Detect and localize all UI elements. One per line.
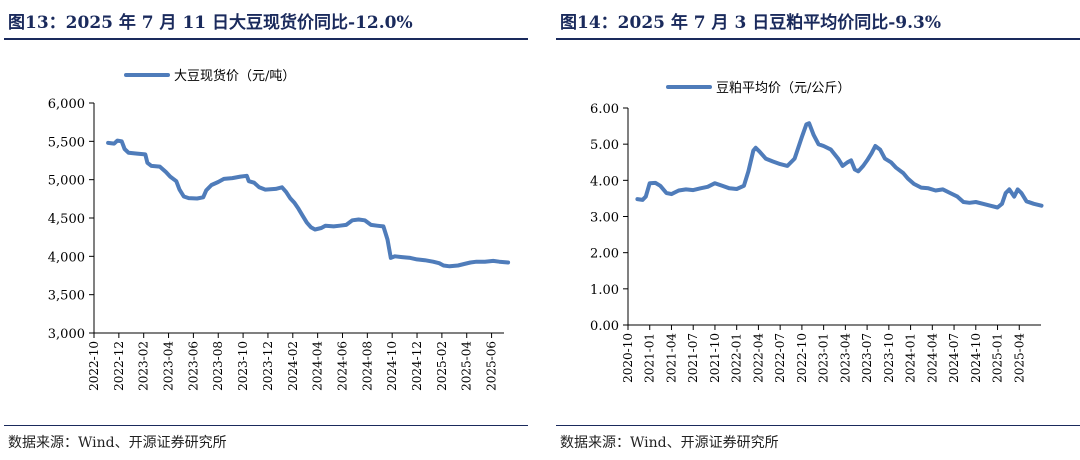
x-tick-label: 2021-04 <box>664 333 678 383</box>
x-tick-label: 2025-06 <box>485 341 499 391</box>
x-tick-label: 2024-08 <box>360 341 374 391</box>
soybean-price-chart: 3,000 3,500 4,000 4,500 5,000 5,500 6,000 2022-… <box>48 68 511 391</box>
x-tick-label: 2023-04 <box>838 333 852 383</box>
x-tick-label: 2024-10 <box>969 333 983 383</box>
source-rule <box>556 425 1080 426</box>
source-note: 数据来源：Wind、开源证券研究所 <box>8 435 227 451</box>
x-tick-label: 2022-07 <box>773 333 787 383</box>
x-tick-label: 2023-01 <box>817 333 831 383</box>
legend-label: 豆粕平均价（元/公斤） <box>716 81 850 96</box>
y-tick-label: 4,000 <box>48 250 85 265</box>
y-tick-label: 3,000 <box>48 327 85 342</box>
y-tick-label: 4.00 <box>590 174 619 189</box>
x-tick-label: 2023-07 <box>860 333 874 383</box>
y-tick-label: 5,500 <box>48 135 85 150</box>
x-tick-label: 2023-12 <box>261 341 275 391</box>
y-tick-label: 4,500 <box>48 212 85 227</box>
series-line <box>106 138 511 269</box>
x-tick-label: 2024-02 <box>286 341 300 391</box>
x-tick-label: 2024-06 <box>335 341 349 391</box>
y-tick-label: 6,000 <box>48 97 85 112</box>
title-rule <box>4 38 528 40</box>
chart-title: 图13：2025 年 7 月 11 日大豆现货价同比-12.0% <box>8 13 413 33</box>
y-tick-label: 1.00 <box>590 283 619 298</box>
series-line <box>635 121 1044 210</box>
x-tick-label: 2023-02 <box>137 341 151 391</box>
x-tick-label: 2024-04 <box>311 341 325 391</box>
x-tick-label: 2023-10 <box>236 341 250 391</box>
y-tick-label: 5,000 <box>48 174 85 189</box>
x-tick-label: 2022-01 <box>730 333 744 383</box>
x-tick-label: 2024-04 <box>925 333 939 383</box>
y-tick-label: 3.00 <box>590 211 619 226</box>
source-rule <box>4 425 528 426</box>
x-tick-label: 2020-10 <box>621 333 635 383</box>
x-tick-label: 2025-04 <box>460 341 474 391</box>
x-tick-label: 2022-04 <box>751 333 765 383</box>
y-tick-label: 0.00 <box>590 319 619 334</box>
x-tick-label: 2024-12 <box>410 341 424 391</box>
x-tick-label: 2024-07 <box>947 333 961 383</box>
x-tick-label: 2023-04 <box>162 341 176 391</box>
y-tick-label: 2.00 <box>590 247 619 262</box>
x-tick-label: 2023-06 <box>186 341 200 391</box>
x-tick-label: 2025-04 <box>1012 333 1026 383</box>
x-tick-label: 2025-01 <box>991 333 1005 383</box>
chart-panel-soymeal: 图14：2025 年 7 月 3 日豆粕平均价同比-9.3% 0.00 1.00 2… <box>556 0 1080 460</box>
x-tick-label: 2023-08 <box>211 341 225 391</box>
x-tick-label: 2022-10 <box>795 333 809 383</box>
x-tick-label: 2021-01 <box>643 333 657 383</box>
source-note: 数据来源：Wind、开源证券研究所 <box>560 435 779 451</box>
y-tick-label: 3,500 <box>48 289 85 304</box>
chart-panel-soybean: 图13：2025 年 7 月 11 日大豆现货价同比-12.0% 3,000 3,… <box>4 0 528 460</box>
x-tick-label: 2025-02 <box>435 341 449 391</box>
title-rule <box>556 38 1080 40</box>
x-tick-label: 2022-10 <box>87 341 101 391</box>
legend-label: 大豆现货价（元/吨） <box>174 68 295 84</box>
y-tick-label: 6.00 <box>590 102 619 117</box>
x-tick-label: 2023-10 <box>882 333 896 383</box>
x-tick-label: 2024-01 <box>904 333 918 383</box>
x-tick-label: 2021-07 <box>686 333 700 383</box>
soymeal-price-chart: 0.00 1.00 2.00 3.00 4.00 5.00 6.00 2020-10 2021-… <box>590 81 1044 383</box>
chart-title: 图14：2025 年 7 月 3 日豆粕平均价同比-9.3% <box>560 13 942 33</box>
y-tick-label: 5.00 <box>590 138 619 153</box>
x-tick-label: 2021-10 <box>708 333 722 383</box>
x-tick-label: 2024-10 <box>385 341 399 391</box>
x-tick-label: 2022-12 <box>112 341 126 391</box>
